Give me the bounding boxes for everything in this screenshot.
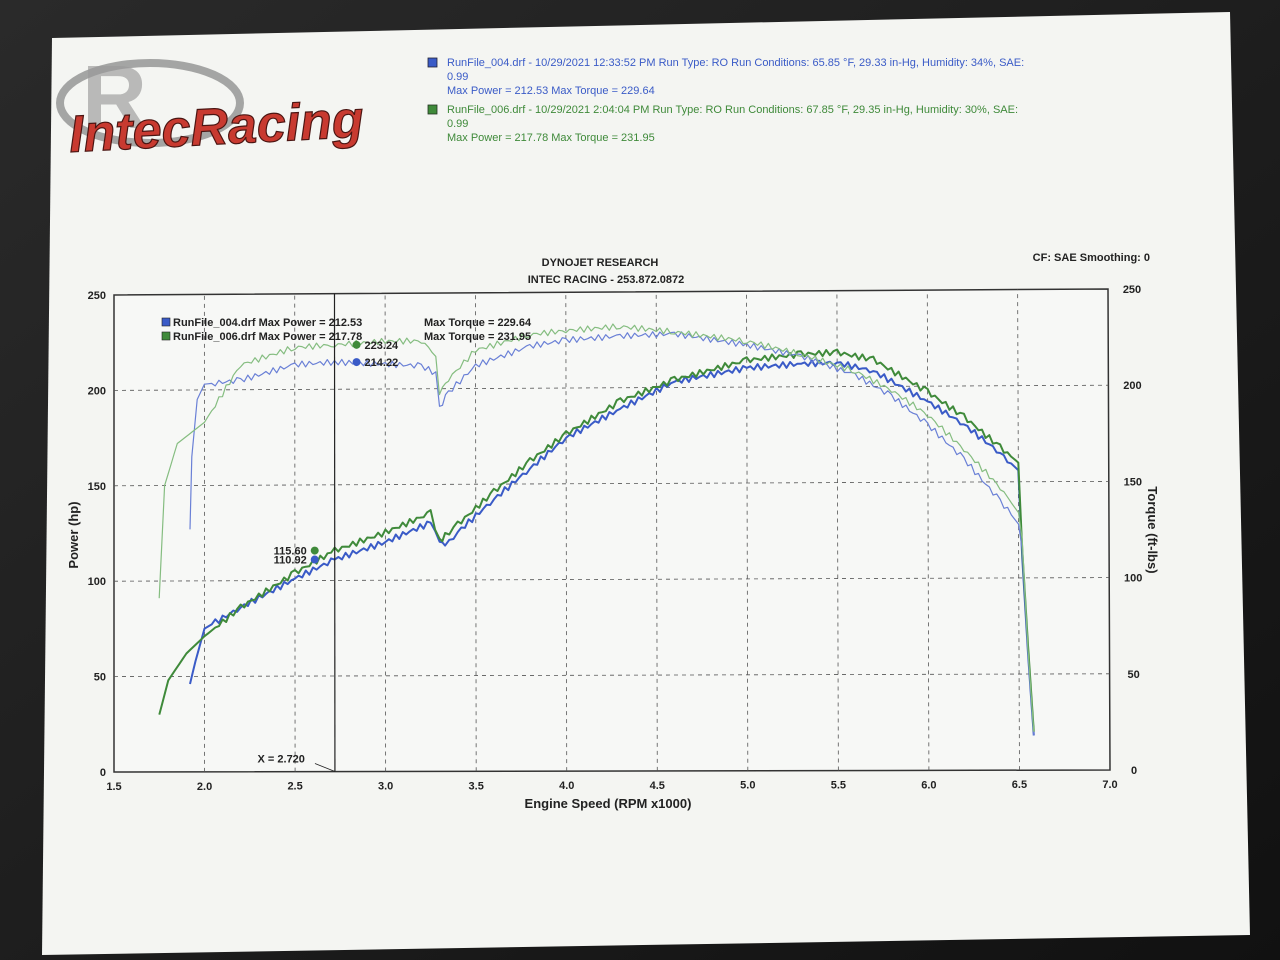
series-line-runfile-004-drf-power (189, 359, 1035, 736)
grid-line-x (1017, 289, 1020, 771)
chart-subtitle: INTEC RACING - 253.872.0872 (528, 274, 685, 286)
y-axis-left-label: Power (hp) (66, 501, 81, 568)
axis-ticks: 1.5 2.0 2.5 3.0 3.5 4.0 4.5 5.0 5.5 6.0 6.5 7.0 0 0 50… (88, 284, 1143, 793)
x-tick-label: 6.0 (921, 779, 936, 791)
value-marker-label: 110.92 (274, 555, 307, 567)
cursor-label: X = 2.720 (258, 754, 305, 766)
run-006-swatch (427, 104, 438, 115)
run-006-line3: Max Power = 217.78 Max Torque = 231.95 (447, 132, 655, 144)
series-line-runfile-006-drf-torque (158, 323, 1035, 732)
series-line-runfile-004-drf-torque (189, 331, 1035, 736)
x-tick-label: 3.0 (378, 780, 393, 792)
legend-torque-label: Max Torque = 229.64 (424, 317, 532, 329)
series-line-runfile-006-drf-power (158, 348, 1035, 732)
x-tick-label: 4.0 (559, 780, 574, 792)
legend-label: RunFile_006.drf Max Power = 217.78 (173, 331, 362, 343)
plot-lines (158, 323, 1035, 736)
x-tick-label: 3.5 (469, 780, 484, 792)
y-left-tick-label: 100 (88, 576, 106, 588)
x-tick-label: 6.5 (1012, 779, 1027, 791)
grid-line-y (113, 577, 1110, 582)
x-tick-label: 2.5 (287, 781, 302, 793)
y-right-tick-label: 200 (1123, 380, 1141, 392)
y-right-tick-label: 0 (1131, 765, 1137, 777)
x-tick-label: 2.0 (197, 781, 212, 793)
cf-smoothing-label: CF: SAE Smoothing: 0 (1033, 252, 1150, 264)
value-marker-dot (310, 546, 319, 555)
y-right-tick-label: 50 (1127, 669, 1139, 681)
grid-line-x (926, 290, 930, 771)
y-axis-right-label: Torque (ft-lbs) (1145, 486, 1160, 573)
grid-line-y (113, 384, 1109, 391)
x-axis-label: Engine Speed (RPM x1000) (525, 796, 692, 811)
run-004-line3: Max Power = 212.53 Max Torque = 229.64 (447, 85, 655, 97)
y-left-tick-label: 0 (100, 767, 106, 779)
value-marker-dot (352, 358, 361, 367)
x-tick-label: 7.0 (1102, 779, 1117, 791)
grid-line-y (113, 673, 1110, 677)
x-tick-label: 5.0 (740, 780, 755, 792)
value-marker-dot (310, 555, 319, 564)
legend-swatch (161, 317, 171, 327)
value-marker-label: 223.24 (365, 340, 400, 352)
y-left-tick-label: 200 (88, 385, 106, 397)
y-left-tick-label: 50 (94, 672, 106, 684)
value-marker-dot (352, 340, 361, 349)
grid-line-y (113, 480, 1109, 487)
run-004-line1: RunFile_004.drf - 10/29/2021 12:33:52 PM… (447, 57, 1024, 69)
chart-title: DYNOJET RESEARCH (542, 257, 659, 269)
y-right-tick-label: 100 (1124, 573, 1142, 585)
x-tick-label: 1.5 (106, 781, 121, 793)
plot-grid (113, 288, 1111, 773)
value-marker-label: 115.60 (274, 546, 307, 558)
legend-swatch (161, 331, 171, 341)
y-left-tick-label: 150 (88, 481, 106, 493)
legend-torque-label: Max Torque = 231.95 (424, 331, 531, 343)
y-right-tick-label: 250 (1123, 284, 1141, 296)
x-tick-label: 4.5 (650, 780, 665, 792)
x-tick-label: 5.5 (831, 780, 846, 792)
run-004-swatch (427, 57, 438, 68)
intec-racing-logo: R IntecRacing (56, 48, 366, 165)
cursor-pointer-line (314, 763, 336, 772)
value-marker-label: 214.22 (365, 357, 399, 369)
legend-label: RunFile_004.drf Max Power = 212.53 (173, 317, 362, 329)
y-right-tick-label: 150 (1124, 476, 1142, 488)
run-006-line1: RunFile_006.drf - 10/29/2021 2:04:04 PM … (447, 104, 1018, 116)
plot-frame (113, 288, 1111, 773)
y-left-tick-label: 250 (88, 290, 106, 302)
run-006-line2: 0.99 (447, 118, 468, 130)
run-004-line2: 0.99 (447, 71, 468, 83)
run-info-header: RunFile_004.drf - 10/29/2021 12:33:52 PM… (427, 57, 1024, 144)
logo-letter: R (82, 48, 147, 148)
